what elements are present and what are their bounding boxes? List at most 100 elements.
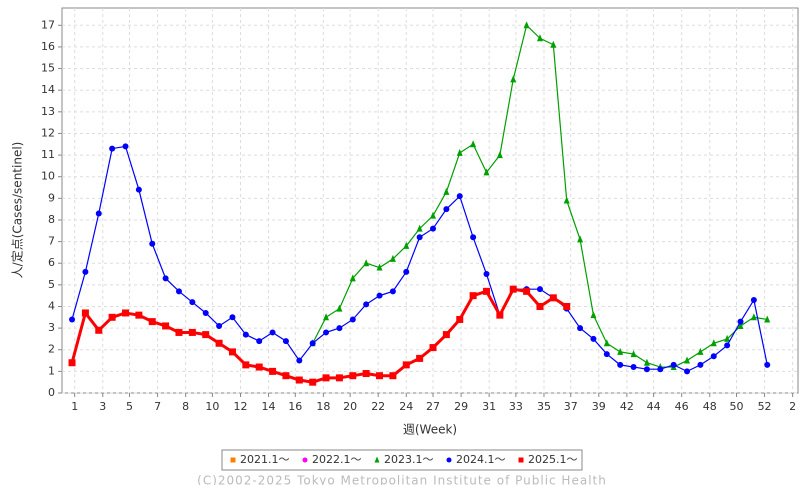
marker [282, 372, 290, 380]
marker [295, 376, 303, 384]
marker [764, 315, 771, 323]
marker [335, 374, 343, 382]
marker [443, 206, 450, 213]
marker [349, 274, 356, 282]
y-tick-label: 2 [48, 343, 55, 356]
marker [523, 287, 531, 295]
marker [430, 225, 437, 232]
marker [456, 148, 463, 156]
marker [603, 351, 610, 358]
x-tick-label: 27 [426, 400, 440, 413]
marker [374, 456, 380, 463]
marker [523, 21, 530, 29]
legend-label: 2025.1～ [528, 453, 578, 466]
plot-area [61, 7, 799, 394]
marker [269, 329, 276, 336]
marker [617, 347, 624, 355]
marker [724, 334, 731, 342]
y-tick-label: 15 [41, 62, 55, 75]
marker [496, 151, 503, 159]
x-tick-label: 7 [154, 400, 161, 413]
x-tick-label: 48 [703, 400, 717, 413]
x-tick-label: 14 [262, 400, 276, 413]
marker [336, 304, 343, 312]
marker [710, 339, 717, 347]
marker [228, 348, 236, 356]
marker [590, 335, 597, 342]
marker [724, 342, 731, 349]
marker [109, 145, 116, 152]
marker [643, 358, 650, 366]
marker [376, 263, 383, 271]
marker [242, 361, 250, 369]
marker [429, 344, 437, 352]
marker [296, 357, 303, 364]
legend: 2021.1～ 2022.1～ 2023.1～ 2024.1～ 2025.1～ [221, 449, 583, 471]
marker [349, 372, 357, 380]
marker [389, 372, 397, 380]
marker [189, 299, 196, 306]
x-tick-label: 8 [182, 400, 189, 413]
x-tick-label: 22 [371, 400, 385, 413]
legend-label: 2022.1～ [312, 453, 362, 466]
marker [750, 296, 757, 303]
y-tick-label: 1 [48, 364, 55, 377]
marker [416, 224, 423, 232]
marker [322, 374, 330, 382]
x-tick-label: 31 [482, 400, 496, 413]
marker [108, 313, 116, 321]
marker [630, 364, 637, 371]
y-axis-label: 人/定点(Cases/sentinel) [10, 142, 25, 279]
marker [403, 268, 410, 275]
marker [162, 322, 170, 330]
x-tick-label: 52 [758, 400, 772, 413]
marker [469, 292, 477, 300]
marker [162, 275, 169, 282]
x-tick-label: 10 [205, 400, 219, 413]
marker [68, 359, 76, 367]
marker [603, 339, 610, 347]
x-tick-label: 24 [399, 400, 413, 413]
marker [657, 366, 664, 373]
y-tick-label: 16 [41, 40, 55, 53]
marker [302, 457, 308, 463]
marker [175, 328, 183, 336]
marker [188, 328, 196, 336]
x-tick-label: 20 [343, 400, 357, 413]
marker [482, 287, 490, 295]
marker [69, 316, 76, 323]
legend-label: 2021.1～ [240, 453, 290, 466]
marker [416, 234, 423, 241]
marker [256, 338, 263, 345]
marker [309, 378, 317, 386]
marker [82, 268, 89, 275]
x-tick-label: 42 [620, 400, 634, 413]
marker [349, 316, 356, 323]
marker [590, 311, 597, 319]
marker [442, 331, 450, 339]
marker [670, 361, 677, 368]
y-tick-label: 12 [41, 126, 55, 139]
marker [149, 240, 156, 247]
x-axis-label: 週(Week) [403, 423, 457, 437]
marker [215, 339, 223, 347]
marker [403, 241, 410, 249]
y-tick-label: 3 [48, 321, 55, 334]
x-tick-label: 46 [675, 400, 689, 413]
y-tick-label: 8 [48, 213, 55, 226]
y-tick-label: 11 [41, 148, 55, 161]
x-tick-label: 44 [647, 400, 661, 413]
marker [309, 340, 316, 347]
marker [122, 309, 130, 317]
legend-label: 2024.1～ [456, 453, 506, 466]
marker [363, 301, 370, 308]
x-tick-label: 29 [454, 400, 468, 413]
marker [764, 361, 771, 368]
y-tick-label: 17 [41, 18, 55, 31]
marker [230, 457, 236, 463]
marker [510, 75, 517, 83]
y-tick-label: 13 [41, 105, 55, 118]
marker [536, 302, 544, 310]
marker [376, 372, 384, 380]
y-tick-label: 10 [41, 170, 55, 183]
